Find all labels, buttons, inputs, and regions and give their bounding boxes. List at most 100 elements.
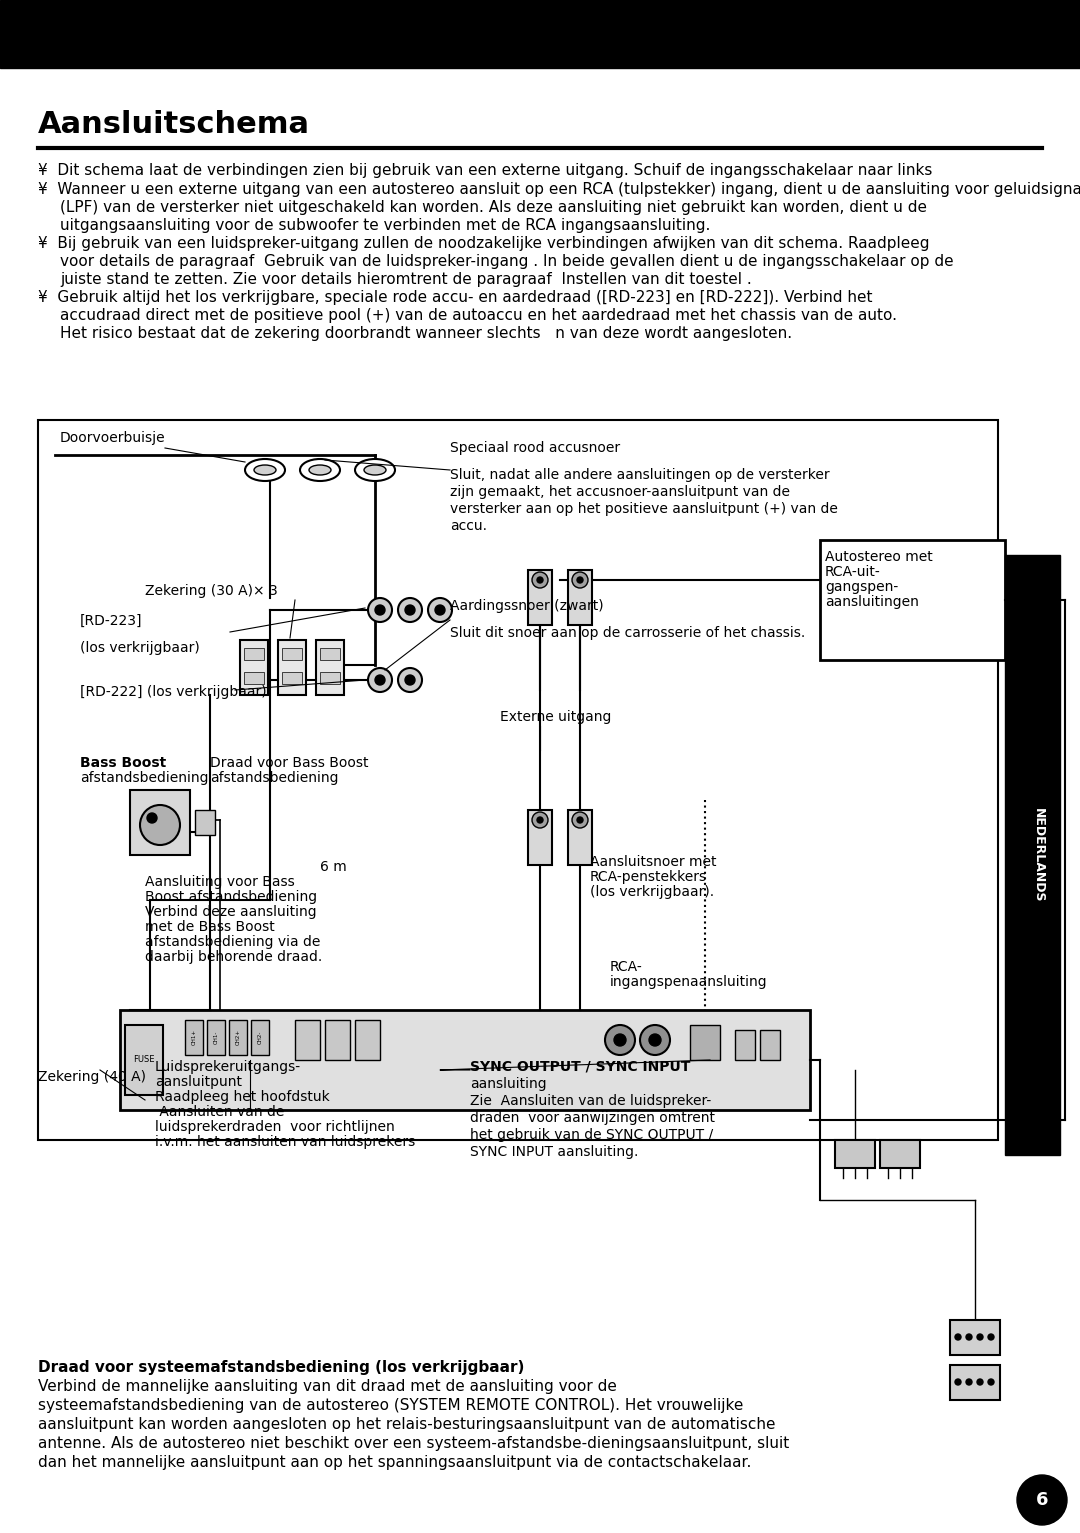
- Circle shape: [977, 1334, 983, 1340]
- Bar: [950, 1320, 1000, 1355]
- Circle shape: [966, 1334, 972, 1340]
- Text: afstandsbediening via de: afstandsbediening via de: [145, 935, 321, 949]
- Bar: [38, 420, 998, 1141]
- Text: CH2+: CH2+: [235, 1029, 241, 1046]
- Bar: [130, 789, 190, 855]
- Circle shape: [1017, 1475, 1067, 1525]
- Circle shape: [649, 1033, 661, 1046]
- Text: ¥  Wanneer u een externe uitgang van een autostereo aansluit op een RCA (tulpste: ¥ Wanneer u een externe uitgang van een …: [38, 182, 1080, 198]
- Text: (los verkrijgbaar): (los verkrijgbaar): [80, 641, 200, 655]
- Text: ¥  Dit schema laat de verbindingen zien bij gebruik van een externe uitgang. Sch: ¥ Dit schema laat de verbindingen zien b…: [38, 162, 932, 178]
- Bar: [295, 1019, 320, 1059]
- Bar: [251, 1019, 269, 1055]
- Text: Speciaal rood accusnoer: Speciaal rood accusnoer: [450, 442, 620, 455]
- Bar: [229, 1019, 247, 1055]
- Text: Doorvoerbuisje: Doorvoerbuisje: [60, 431, 165, 445]
- Circle shape: [955, 1334, 961, 1340]
- Text: voor details de paragraaf  Gebruik van de luidspreker-ingang . In beide gevallen: voor details de paragraaf Gebruik van de…: [60, 254, 954, 268]
- Bar: [320, 648, 340, 661]
- Text: [RD-223]: [RD-223]: [80, 615, 143, 629]
- Bar: [282, 671, 302, 684]
- Circle shape: [988, 1334, 994, 1340]
- Bar: [325, 1019, 350, 1059]
- Bar: [820, 540, 1005, 661]
- Bar: [282, 648, 302, 661]
- Text: Aansluiting voor Bass: Aansluiting voor Bass: [145, 875, 295, 889]
- Text: accudraad direct met de positieve pool (+) van de autoaccu en het aardedraad met: accudraad direct met de positieve pool (…: [60, 308, 897, 323]
- Text: ingangspenaansluiting: ingangspenaansluiting: [610, 975, 768, 989]
- Bar: [320, 671, 340, 684]
- Text: SYNC INPUT aansluiting.: SYNC INPUT aansluiting.: [470, 1145, 638, 1159]
- Bar: [278, 639, 306, 694]
- Text: ¥  Bij gebruik van een luidspreker-uitgang zullen de noodzakelijke verbindingen : ¥ Bij gebruik van een luidspreker-uitgan…: [38, 236, 930, 251]
- Bar: [880, 1141, 920, 1168]
- Text: aansluitpunt kan worden aangesloten op het relais-besturingsaansluitpunt van de : aansluitpunt kan worden aangesloten op h…: [38, 1416, 775, 1432]
- Text: SYNC OUTPUT / SYNC INPUT: SYNC OUTPUT / SYNC INPUT: [470, 1059, 690, 1075]
- Circle shape: [375, 606, 384, 615]
- Text: Aansluitsnoer met: Aansluitsnoer met: [590, 855, 716, 869]
- Bar: [690, 1026, 720, 1059]
- Circle shape: [405, 606, 415, 615]
- Text: zijn gemaakt, het accusnoer-aansluitpunt van de: zijn gemaakt, het accusnoer-aansluitpunt…: [450, 484, 789, 500]
- Text: FUSE: FUSE: [133, 1056, 154, 1064]
- Text: [RD-222] (los verkrijgbaar): [RD-222] (los verkrijgbaar): [80, 685, 267, 699]
- Bar: [835, 1141, 875, 1168]
- Text: het gebruik van de SYNC OUTPUT /: het gebruik van de SYNC OUTPUT /: [470, 1128, 713, 1142]
- Text: i.v.m. het aansluiten van luidsprekers: i.v.m. het aansluiten van luidsprekers: [156, 1134, 415, 1150]
- Text: Zekering (30 A)× 3: Zekering (30 A)× 3: [145, 584, 278, 598]
- Text: Autostereo met: Autostereo met: [825, 550, 933, 564]
- Ellipse shape: [300, 458, 340, 481]
- Text: RCA-uit-: RCA-uit-: [825, 566, 881, 579]
- Text: Aansluitschema: Aansluitschema: [38, 110, 310, 140]
- Text: afstandsbediening: afstandsbediening: [80, 771, 208, 785]
- Text: Draad voor systeemafstandsbediening (los verkrijgbaar): Draad voor systeemafstandsbediening (los…: [38, 1360, 525, 1375]
- Bar: [760, 1030, 780, 1059]
- Text: versterker aan op het positieve aansluitpunt (+) van de: versterker aan op het positieve aansluit…: [450, 501, 838, 517]
- Circle shape: [532, 812, 548, 828]
- Text: aansluiting: aansluiting: [470, 1078, 546, 1091]
- Circle shape: [140, 805, 180, 845]
- Text: accu.: accu.: [450, 520, 487, 533]
- Text: 6 m: 6 m: [320, 860, 347, 874]
- Text: luidsprekerdraden  voor richtlijnen: luidsprekerdraden voor richtlijnen: [156, 1121, 395, 1134]
- Circle shape: [399, 598, 422, 622]
- Text: RCA-penstekkers: RCA-penstekkers: [590, 871, 707, 885]
- Text: juiste stand te zetten. Zie voor details hieromtrent de paragraaf  Instellen van: juiste stand te zetten. Zie voor details…: [60, 271, 752, 287]
- Text: 6: 6: [1036, 1492, 1049, 1508]
- Circle shape: [405, 675, 415, 685]
- Circle shape: [572, 572, 588, 589]
- Text: Externe uitgang: Externe uitgang: [500, 710, 611, 724]
- Bar: [240, 639, 268, 694]
- Text: met de Bass Boost: met de Bass Boost: [145, 920, 274, 934]
- Circle shape: [615, 1033, 626, 1046]
- Text: antenne. Als de autostereo niet beschikt over een systeem-afstandsbe-dieningsaan: antenne. Als de autostereo niet beschikt…: [38, 1436, 789, 1452]
- Text: ¥  Gebruik altijd het los verkrijgbare, speciale rode accu- en aardedraad ([RD-2: ¥ Gebruik altijd het los verkrijgbare, s…: [38, 290, 873, 305]
- Ellipse shape: [245, 458, 285, 481]
- Bar: [568, 570, 592, 625]
- Text: NEDERLANDS: NEDERLANDS: [1031, 808, 1044, 903]
- Text: CH1-: CH1-: [214, 1030, 218, 1044]
- Bar: [1005, 555, 1059, 1154]
- Text: CH2-: CH2-: [257, 1030, 262, 1044]
- Text: gangspen-: gangspen-: [825, 579, 899, 593]
- Bar: [528, 809, 552, 865]
- Text: Boost afstandsbediening: Boost afstandsbediening: [145, 891, 318, 904]
- Bar: [950, 1364, 1000, 1400]
- Circle shape: [435, 606, 445, 615]
- Circle shape: [532, 572, 548, 589]
- Ellipse shape: [355, 458, 395, 481]
- Ellipse shape: [364, 464, 386, 475]
- Text: Aardingssnoer (zwart): Aardingssnoer (zwart): [450, 599, 604, 613]
- Ellipse shape: [254, 464, 276, 475]
- Circle shape: [537, 576, 543, 583]
- Text: Draad voor Bass Boost: Draad voor Bass Boost: [210, 756, 368, 770]
- Text: aansluitpunt: aansluitpunt: [156, 1075, 242, 1088]
- Circle shape: [955, 1380, 961, 1384]
- Circle shape: [988, 1380, 994, 1384]
- Text: Zekering (40 A): Zekering (40 A): [38, 1070, 146, 1084]
- Text: systeemafstandsbediening van de autostereo (SYSTEM REMOTE CONTROL). Het vrouweli: systeemafstandsbediening van de autoster…: [38, 1398, 743, 1413]
- Text: uitgangsaansluiting voor de subwoofer te verbinden met de RCA ingangsaansluiting: uitgangsaansluiting voor de subwoofer te…: [60, 218, 711, 233]
- Circle shape: [577, 576, 583, 583]
- Bar: [207, 1019, 225, 1055]
- Text: Raadpleeg het hoofdstuk: Raadpleeg het hoofdstuk: [156, 1090, 329, 1104]
